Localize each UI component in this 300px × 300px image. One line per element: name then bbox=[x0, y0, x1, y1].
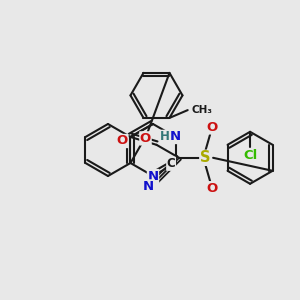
Text: N: N bbox=[147, 169, 159, 182]
Text: N: N bbox=[143, 180, 154, 193]
Text: S: S bbox=[200, 150, 210, 165]
Text: O: O bbox=[140, 132, 151, 145]
Text: N: N bbox=[170, 130, 181, 143]
Text: O: O bbox=[206, 121, 218, 134]
Text: CH₃: CH₃ bbox=[192, 105, 213, 115]
Text: O: O bbox=[117, 134, 128, 148]
Text: C: C bbox=[167, 157, 176, 170]
Text: O: O bbox=[206, 182, 218, 195]
Text: Cl: Cl bbox=[243, 149, 257, 162]
Text: H: H bbox=[160, 130, 170, 143]
